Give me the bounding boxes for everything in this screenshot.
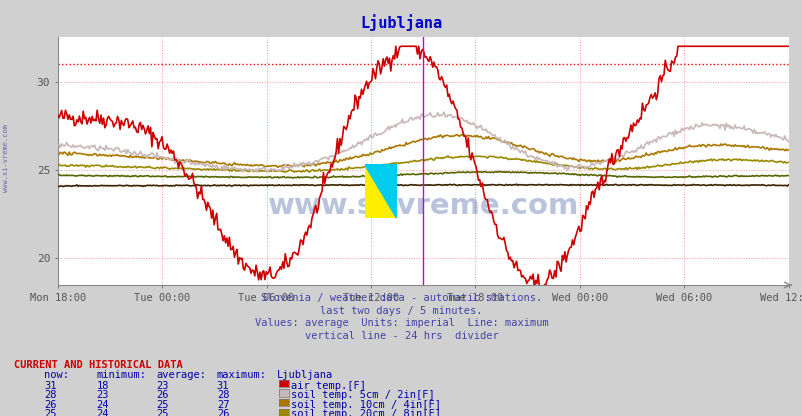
Text: soil temp. 20cm / 8in[F]: soil temp. 20cm / 8in[F] bbox=[291, 409, 441, 416]
Text: 18: 18 bbox=[96, 381, 109, 391]
Text: 31: 31 bbox=[217, 381, 229, 391]
Text: 24: 24 bbox=[96, 409, 109, 416]
Text: soil temp. 5cm / 2in[F]: soil temp. 5cm / 2in[F] bbox=[291, 390, 435, 400]
Text: 26: 26 bbox=[156, 390, 169, 400]
Text: last two days / 5 minutes.: last two days / 5 minutes. bbox=[320, 306, 482, 316]
Text: average:: average: bbox=[156, 370, 206, 380]
Text: www.si-vreme.com: www.si-vreme.com bbox=[3, 124, 10, 192]
Text: maximum:: maximum: bbox=[217, 370, 266, 380]
Text: Slovenia / weather data - automatic stations.: Slovenia / weather data - automatic stat… bbox=[261, 293, 541, 303]
Text: 23: 23 bbox=[156, 381, 169, 391]
Text: 23: 23 bbox=[96, 390, 109, 400]
Text: www.si-vreme.com: www.si-vreme.com bbox=[267, 192, 578, 220]
Text: 24: 24 bbox=[96, 400, 109, 410]
Text: Values: average  Units: imperial  Line: maximum: Values: average Units: imperial Line: ma… bbox=[254, 318, 548, 328]
Text: air temp.[F]: air temp.[F] bbox=[291, 381, 366, 391]
Text: 28: 28 bbox=[44, 390, 57, 400]
Text: minimum:: minimum: bbox=[96, 370, 146, 380]
Text: Ljubljana: Ljubljana bbox=[360, 15, 442, 31]
Text: CURRENT AND HISTORICAL DATA: CURRENT AND HISTORICAL DATA bbox=[14, 360, 183, 370]
Text: soil temp. 10cm / 4in[F]: soil temp. 10cm / 4in[F] bbox=[291, 400, 441, 410]
Text: 25: 25 bbox=[44, 409, 57, 416]
Text: 25: 25 bbox=[156, 409, 169, 416]
Polygon shape bbox=[364, 164, 396, 218]
Polygon shape bbox=[364, 164, 396, 218]
Text: 26: 26 bbox=[44, 400, 57, 410]
Text: 31: 31 bbox=[44, 381, 57, 391]
Text: now:: now: bbox=[44, 370, 69, 380]
Text: vertical line - 24 hrs  divider: vertical line - 24 hrs divider bbox=[304, 331, 498, 341]
Text: 27: 27 bbox=[217, 400, 229, 410]
Text: 28: 28 bbox=[217, 390, 229, 400]
Text: 25: 25 bbox=[156, 400, 169, 410]
Text: 26: 26 bbox=[217, 409, 229, 416]
Text: Ljubljana: Ljubljana bbox=[277, 370, 333, 380]
